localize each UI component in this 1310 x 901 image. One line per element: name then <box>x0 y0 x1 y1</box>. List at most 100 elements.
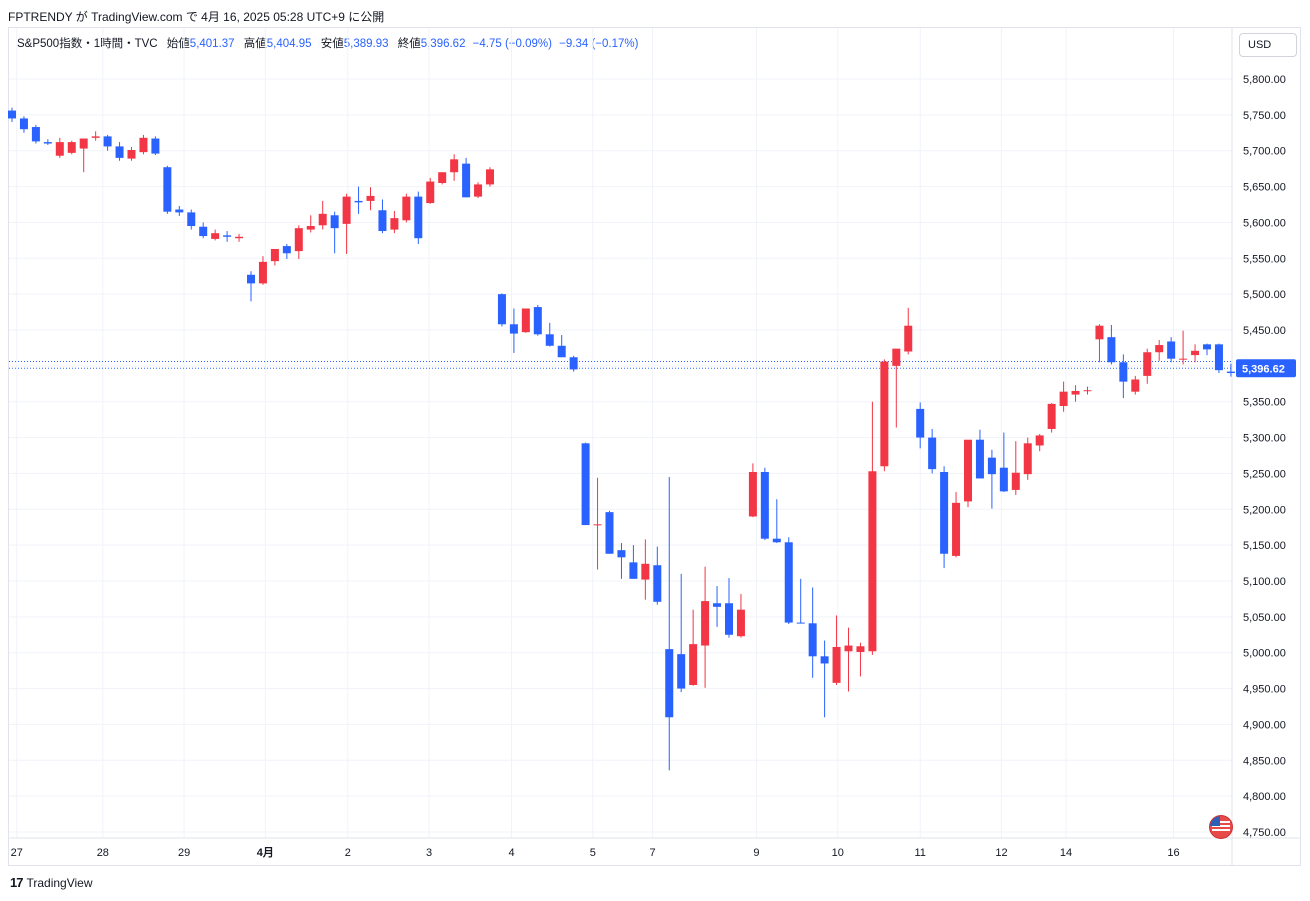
candle-body <box>330 215 339 229</box>
candle-body <box>987 457 996 475</box>
candle-body <box>581 443 590 526</box>
candle-body <box>211 233 220 239</box>
candle-body <box>940 471 949 554</box>
low-label: 安値 <box>320 38 344 50</box>
candle-body <box>569 357 578 370</box>
candle-body <box>139 137 148 153</box>
candle-body <box>270 248 279 262</box>
candle-body <box>1119 362 1128 382</box>
candle-body <box>701 601 710 646</box>
high-label: 高値 <box>243 38 267 50</box>
candle-body <box>187 212 196 227</box>
candle-body <box>784 542 793 623</box>
y-tick-label: 5,750.00 <box>1243 110 1286 122</box>
candle-body <box>725 603 733 635</box>
low-value: 5,389.93 <box>343 38 389 50</box>
y-tick-label: 5,500.00 <box>1243 289 1286 301</box>
candle-body <box>19 118 28 130</box>
open-value: 5,401.37 <box>189 38 235 50</box>
candle-body <box>8 110 16 119</box>
high-value: 5,404.95 <box>266 38 312 50</box>
candle-body <box>880 361 889 467</box>
candle-body <box>497 294 506 325</box>
candle-body <box>223 235 232 237</box>
y-tick-label: 5,450.00 <box>1243 325 1286 337</box>
currency-button[interactable]: USD <box>1239 33 1297 57</box>
candle-body <box>521 308 530 333</box>
candle-body <box>151 138 160 154</box>
x-tick-label: 29 <box>178 847 190 859</box>
candle-body <box>366 195 375 201</box>
candle-body <box>713 603 722 607</box>
candle-body <box>629 562 638 579</box>
candle-body <box>617 550 626 558</box>
candle-body <box>438 172 447 183</box>
candle-body <box>844 645 853 652</box>
candle-body <box>258 261 267 284</box>
x-tick-label: 27 <box>11 847 23 859</box>
candle-body <box>1083 390 1092 392</box>
candle-body <box>450 159 459 173</box>
y-tick-label: 4,950.00 <box>1243 684 1286 696</box>
candle-body <box>928 437 937 470</box>
change2-value: −9.34 (−0.17%) <box>559 38 639 50</box>
y-tick-label: 5,150.00 <box>1243 540 1286 552</box>
chart-frame <box>8 27 1301 866</box>
candle-body <box>127 149 136 159</box>
candle-body <box>1226 371 1235 374</box>
candle-body <box>1035 435 1044 446</box>
candle-body <box>868 471 877 652</box>
candle-body <box>892 348 901 366</box>
candle-body <box>1203 344 1211 350</box>
candle-body <box>975 439 984 479</box>
candle-body <box>462 163 471 198</box>
candle-body <box>772 538 781 543</box>
candle-body <box>115 146 124 158</box>
y-tick-label: 4,750.00 <box>1243 827 1286 839</box>
candle-body <box>1179 358 1188 360</box>
candle-body <box>163 167 172 212</box>
candle-body <box>1155 345 1164 353</box>
last-price-badge <box>1236 359 1296 378</box>
y-tick-label: 5,700.00 <box>1243 146 1286 158</box>
close-value: 5,396.62 <box>420 38 466 50</box>
x-tick-label: 3 <box>426 847 432 859</box>
candle-body <box>1214 344 1223 371</box>
candle-body <box>557 345 566 358</box>
y-tick-label: 5,050.00 <box>1243 612 1286 624</box>
y-tick-label: 4,850.00 <box>1243 755 1286 767</box>
close-label: 終値 <box>397 38 421 50</box>
candle-body <box>509 324 518 334</box>
candle-body <box>378 210 387 232</box>
candle-body <box>605 512 614 554</box>
candle-body <box>342 196 351 224</box>
y-tick-label: 5,200.00 <box>1243 504 1286 516</box>
x-tick-label: 5 <box>590 847 596 859</box>
candle-body <box>91 136 100 138</box>
candle-body <box>235 236 244 239</box>
y-tick-label: 5,550.00 <box>1243 253 1286 265</box>
us-flag-icon[interactable] <box>1209 815 1233 839</box>
candle-body <box>1131 379 1140 392</box>
candle-body <box>1143 352 1152 376</box>
candle-body <box>1107 337 1116 363</box>
candle-body <box>247 274 255 284</box>
candle-body <box>832 646 841 683</box>
brand-name: TradingView <box>26 875 93 890</box>
candle-body <box>1011 472 1020 490</box>
candle-body <box>641 563 650 580</box>
change-value: −4.75 (−0.09%) <box>472 38 552 50</box>
y-tick-label: 5,250.00 <box>1243 468 1286 480</box>
candle-body <box>533 307 542 335</box>
candle-body <box>736 609 745 637</box>
candle-body <box>294 228 303 252</box>
candle-body <box>1047 403 1056 429</box>
footer-brand[interactable]: 17 TradingView <box>10 875 93 890</box>
y-tick-label: 5,300.00 <box>1243 433 1286 445</box>
candle-body <box>1167 341 1176 359</box>
candle-body <box>67 142 76 153</box>
y-tick-label: 5,350.00 <box>1243 397 1286 409</box>
x-tick-label: 28 <box>97 847 109 859</box>
x-tick-label: 11 <box>914 847 925 859</box>
